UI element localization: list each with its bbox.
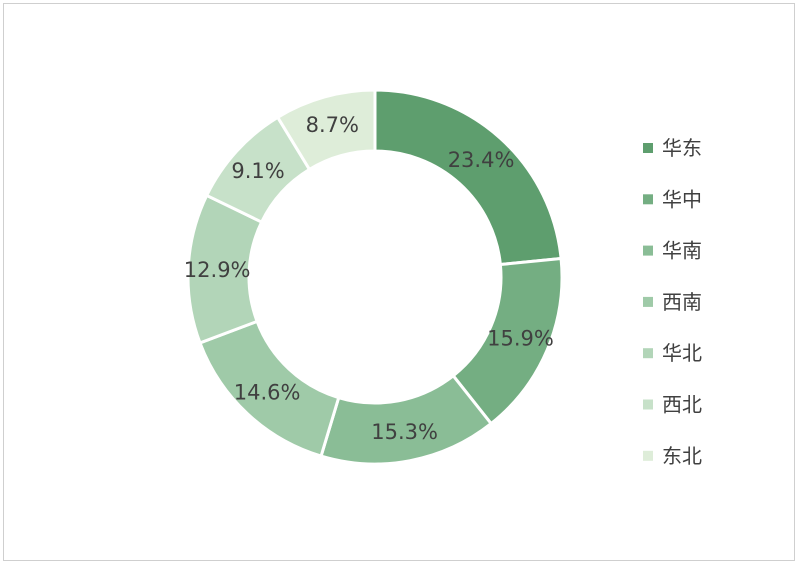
legend-label-西北: 西北 [662,393,702,417]
slice-label-华东: 23.4% [448,148,515,172]
slice-labels: 23.4% 15.9% 15.3% 14.6% 12.9% 9.1% 8.7% [184,113,554,444]
legend-label-华中: 华中 [662,187,702,211]
legend-label-华东: 华东 [662,136,702,160]
slice-label-西南: 14.6% [234,380,301,404]
slice-东北 [275,88,377,172]
legend-swatch-华中 [643,194,653,205]
legend-swatch-东北 [643,450,653,461]
legend-label-华北: 华北 [662,341,702,365]
slice-label-华中: 15.9% [487,327,554,351]
legend-swatch-华南 [643,245,653,256]
slice-label-华北: 12.9% [184,258,251,282]
legend-swatch-西北 [643,399,653,410]
legend-label-华南: 华南 [662,239,702,263]
slice-华东 [373,88,563,267]
legend-label-西南: 西南 [662,290,702,314]
legend-swatch-西南 [643,296,653,307]
legend-swatch-华北 [643,348,653,359]
legend-label-东北: 东北 [662,444,702,468]
slice-label-西北: 9.1% [231,159,284,183]
slice-label-华南: 15.3% [371,420,438,444]
slice-label-东北: 8.7% [306,113,359,137]
donut-slices [186,88,564,466]
legend-swatch-华东 [643,143,653,153]
